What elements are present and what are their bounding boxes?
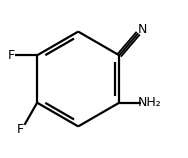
- Text: F: F: [8, 49, 15, 62]
- Text: F: F: [17, 123, 24, 136]
- Text: NH₂: NH₂: [138, 96, 162, 109]
- Text: N: N: [138, 23, 147, 36]
